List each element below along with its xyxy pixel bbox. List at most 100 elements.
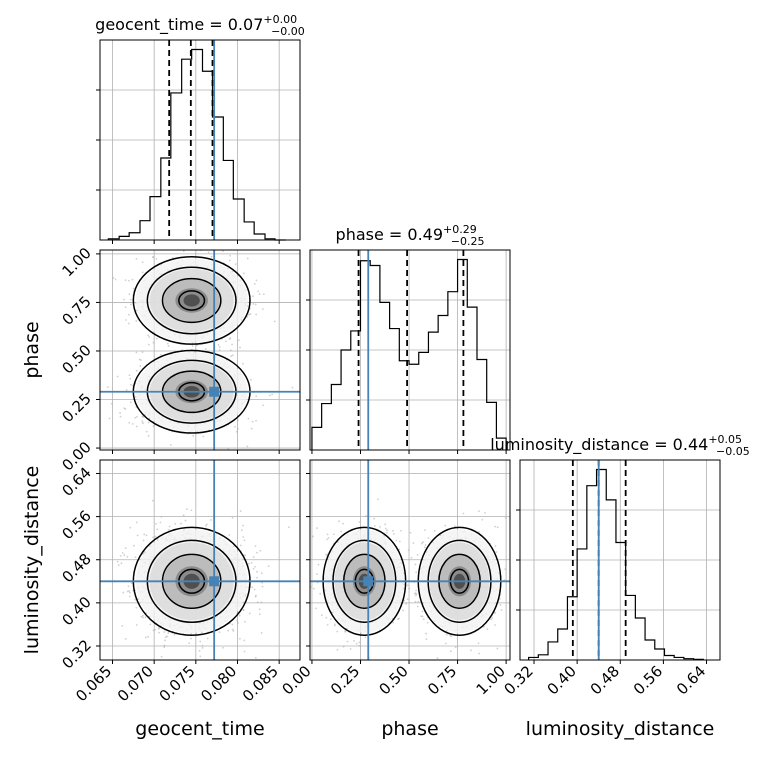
sample-point <box>254 565 256 568</box>
sample-point <box>129 298 132 301</box>
sample-point <box>160 515 163 518</box>
sample-point <box>143 533 146 536</box>
sample-point <box>135 369 138 372</box>
x-tick-label: 0.75 <box>424 662 460 698</box>
xlabel-phase: phase <box>381 718 438 740</box>
sample-point <box>236 611 239 613</box>
sample-point <box>235 430 238 433</box>
sample-point <box>256 570 258 573</box>
contour-line <box>132 256 251 345</box>
sample-point <box>244 620 246 623</box>
sample-point <box>258 613 261 616</box>
x-tick-label: 1.00 <box>473 662 509 698</box>
sample-point <box>145 430 148 433</box>
sample-point <box>160 655 163 658</box>
sample-point <box>125 389 128 391</box>
sample-point <box>397 618 399 621</box>
sample-point <box>421 615 424 618</box>
sample-point <box>155 258 158 260</box>
sample-point <box>262 308 264 310</box>
sample-point <box>336 630 339 633</box>
sample-point <box>135 415 138 418</box>
y-tick-label: 0.50 <box>58 341 94 377</box>
sample-point <box>123 298 126 301</box>
sample-point <box>433 529 436 532</box>
sample-point <box>218 346 221 348</box>
x-tick-label: 0.085 <box>239 662 282 705</box>
sample-point <box>173 633 176 636</box>
sample-point <box>231 623 234 626</box>
title-minus: −0.05 <box>716 445 750 458</box>
sample-point <box>496 526 499 529</box>
sample-point <box>190 637 192 640</box>
sample-point <box>494 525 497 528</box>
sample-point <box>234 263 237 266</box>
sample-point <box>134 598 137 601</box>
sample-point <box>128 595 131 598</box>
contour-frame <box>99 249 301 451</box>
sample-point <box>262 293 265 296</box>
sample-point <box>325 616 328 619</box>
sample-point <box>147 435 150 437</box>
sample-point <box>169 444 172 446</box>
sample-point <box>188 642 191 645</box>
sample-point <box>259 549 262 552</box>
sample-point <box>477 642 480 645</box>
sample-point <box>333 623 336 626</box>
sample-point <box>124 547 127 550</box>
sample-point <box>228 259 231 262</box>
sample-point <box>131 423 134 425</box>
sample-point <box>135 351 138 354</box>
sample-point <box>462 512 465 515</box>
sample-point <box>164 636 167 639</box>
sample-point <box>190 509 193 512</box>
sample-point <box>190 632 193 635</box>
y-tick-label: 1.00 <box>58 244 94 280</box>
sample-point <box>182 250 185 253</box>
sample-point <box>135 258 138 260</box>
sample-point <box>398 540 401 543</box>
sample-point <box>229 254 232 257</box>
sample-point <box>255 395 258 398</box>
sample-point <box>251 420 254 423</box>
sample-point <box>260 572 263 575</box>
histogram-step <box>528 468 704 660</box>
sample-point <box>151 499 154 502</box>
sample-point <box>423 529 426 532</box>
sample-point <box>207 251 210 254</box>
sample-point <box>481 518 484 521</box>
sample-point <box>159 521 162 524</box>
sample-point <box>486 628 489 631</box>
sample-point <box>147 421 150 424</box>
sample-point <box>242 524 245 527</box>
sample-point <box>164 639 166 642</box>
sample-point <box>316 573 318 575</box>
sample-point <box>326 623 329 626</box>
sample-point <box>133 544 135 547</box>
sample-point <box>157 627 160 630</box>
panel-title-geocent_time: geocent_time = 0.07+0.00 −0.00 <box>95 13 305 38</box>
sample-point <box>199 655 202 658</box>
sample-point <box>227 447 230 450</box>
sample-point <box>364 636 367 639</box>
y-tick-label: 0.56 <box>58 507 94 543</box>
sample-point <box>340 530 343 533</box>
sample-point <box>126 555 129 558</box>
sample-point <box>134 416 137 419</box>
sample-point <box>260 601 263 604</box>
sample-point <box>355 642 358 645</box>
sample-point <box>174 522 177 525</box>
sample-point <box>142 422 144 425</box>
sample-point <box>381 670 383 672</box>
sample-point <box>159 353 162 356</box>
sample-point <box>392 621 394 624</box>
contour-line <box>161 277 222 324</box>
sample-point <box>353 639 355 642</box>
sample-point <box>504 568 507 571</box>
sample-point <box>116 560 119 563</box>
sample-point <box>315 607 318 610</box>
sample-point <box>422 541 424 543</box>
sample-point <box>144 636 147 639</box>
sample-point <box>238 614 241 617</box>
